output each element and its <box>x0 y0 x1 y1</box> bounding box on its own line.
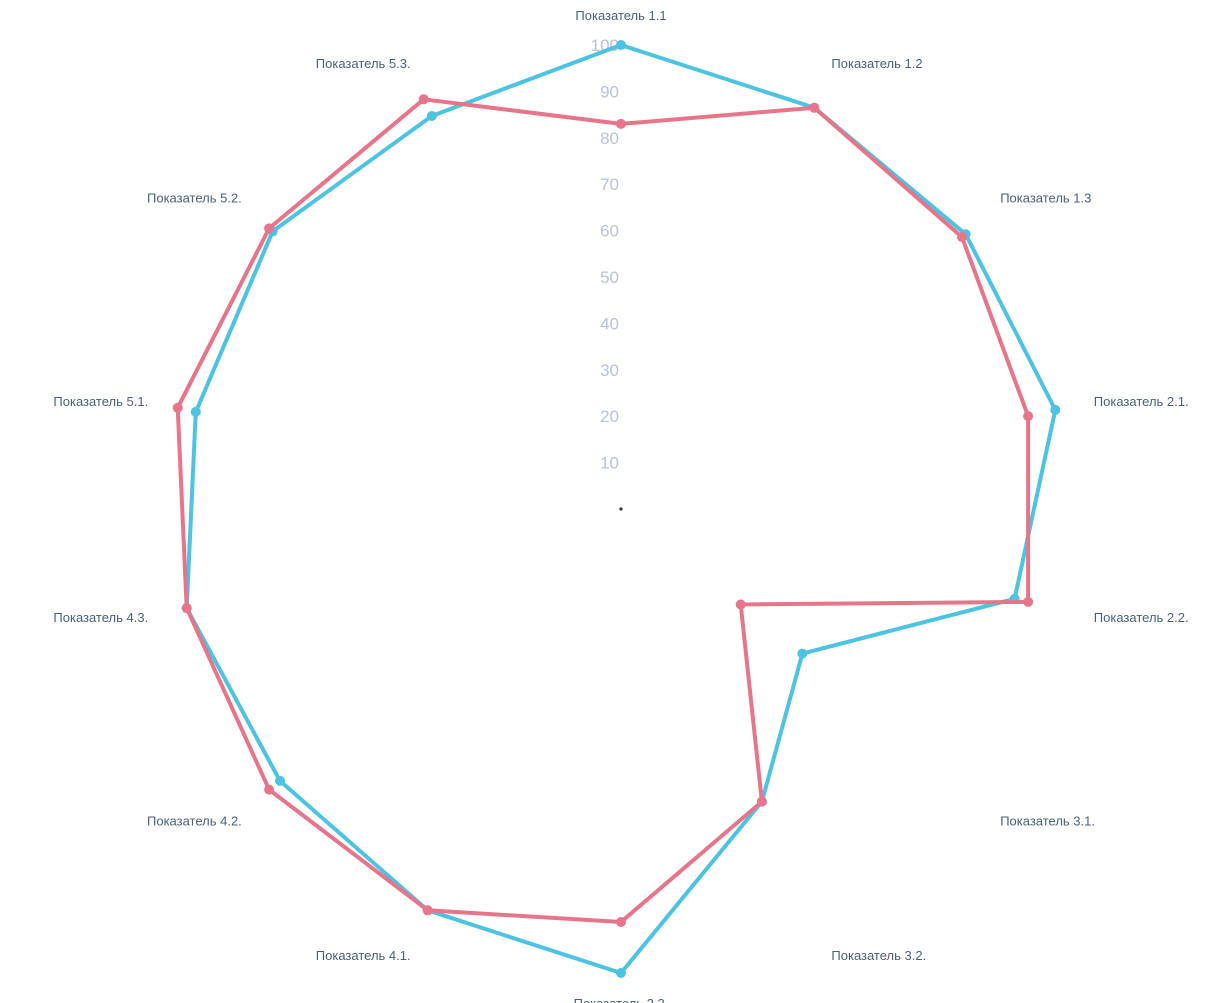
series-1-point <box>797 648 808 659</box>
series-2-point <box>1023 596 1034 607</box>
radial-tick-label: 10 <box>600 454 619 473</box>
series-1-point <box>275 775 285 786</box>
series-2-point <box>264 784 275 795</box>
category-label: Показатель 5.1. <box>53 394 148 409</box>
radial-tick-label: 50 <box>600 268 619 287</box>
series-1-point <box>1050 404 1061 415</box>
series-2-point <box>957 232 967 243</box>
series-1-point <box>426 111 437 121</box>
series-1-point <box>190 406 201 417</box>
series-1-point <box>616 40 626 50</box>
category-label: Показатель 4.1. <box>316 948 411 963</box>
radial-tick-label: 90 <box>600 82 619 101</box>
category-label: Показатель 1.2 <box>831 56 922 71</box>
series-layer <box>172 40 1061 978</box>
category-label: Показатель 4.2. <box>147 813 242 828</box>
radial-tick-label: 80 <box>600 129 619 148</box>
series-2-point <box>1023 411 1034 422</box>
series-2-point <box>418 94 429 105</box>
series-2-point <box>616 118 626 129</box>
series-2-point <box>181 603 192 614</box>
center-dot <box>619 507 623 511</box>
radial-tick-label: 40 <box>600 314 619 333</box>
series-2-point <box>172 402 183 413</box>
series-2-point <box>809 102 820 113</box>
series-1-point <box>616 968 626 978</box>
category-label: Показатель 1.1 <box>575 8 666 23</box>
category-label: Показатель 1.3 <box>1000 191 1091 206</box>
category-label: Показатель 4.3. <box>53 610 148 625</box>
series-2-point <box>422 905 433 916</box>
category-label: Показатель 3.3. <box>574 996 669 1003</box>
series-2-point <box>756 796 767 807</box>
category-label: Показатель 2.2. <box>1094 610 1189 625</box>
radial-tick-label: 20 <box>600 407 619 426</box>
category-label: Показатель 5.3. <box>316 56 411 71</box>
series-2-point <box>735 599 746 610</box>
category-label: Показатель 5.2. <box>147 191 242 206</box>
radial-tick-label: 60 <box>600 222 619 241</box>
radial-tick-label: 70 <box>600 175 619 194</box>
series-2-point <box>616 917 626 927</box>
radial-tick-label: 30 <box>600 361 619 380</box>
category-labels: Показатель 1.1 Показатель 1.2 Показатель 1… <box>53 8 1188 1003</box>
category-label: Показатель 3.1. <box>1000 813 1095 828</box>
category-label: Показатель 3.2. <box>831 948 926 963</box>
category-label: Показатель 2.1. <box>1094 394 1189 409</box>
series-2-point <box>264 223 275 234</box>
